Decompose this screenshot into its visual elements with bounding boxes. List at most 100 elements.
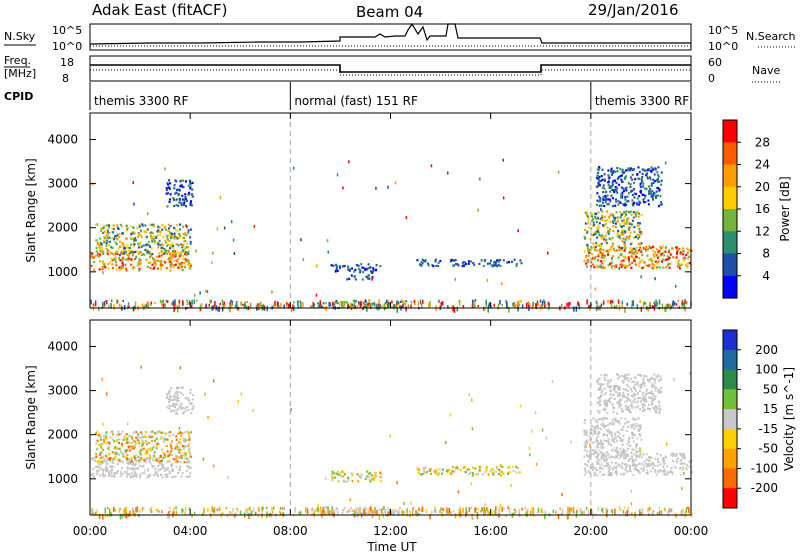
scatter-cell <box>639 424 642 427</box>
scatter-cell <box>190 302 193 309</box>
scatter-cell <box>626 200 629 203</box>
scatter-cell <box>658 251 661 254</box>
scatter-cell <box>519 404 522 408</box>
scatter-cell <box>614 204 617 207</box>
scatter-cell <box>210 299 212 303</box>
scatter-cell <box>156 472 159 475</box>
scatter-cell <box>110 471 113 474</box>
scatter-cell <box>396 481 398 485</box>
scatter-cell <box>323 506 326 509</box>
scatter-cell <box>650 470 653 473</box>
scatter-cell <box>600 456 603 459</box>
scatter-cell <box>611 220 614 223</box>
scatter-cell <box>602 442 605 445</box>
scatter-cell <box>378 514 380 520</box>
scatter-cell <box>605 424 607 428</box>
scatter-cell <box>629 377 632 380</box>
scatter-cell <box>118 453 121 456</box>
scatter-cell <box>488 511 490 516</box>
scatter-cell <box>125 226 128 229</box>
scatter-cell <box>347 476 350 479</box>
scatter-cell <box>266 513 268 518</box>
scatter-cell <box>648 304 651 309</box>
scatter-cell <box>117 457 120 461</box>
scatter-cell <box>598 431 601 434</box>
scatter-cell <box>314 509 317 512</box>
scatter-cell <box>497 260 500 263</box>
scatter-cell <box>108 236 111 239</box>
scatter-cell <box>636 304 639 310</box>
scatter-cell <box>169 509 171 513</box>
scatter-cell <box>332 264 335 267</box>
scatter-cell <box>206 290 209 294</box>
scatter-cell <box>349 498 352 502</box>
scatter-cell <box>688 465 691 468</box>
scatter-cell <box>596 381 599 384</box>
scatter-cell <box>374 476 376 480</box>
scatter-cell <box>627 389 630 392</box>
scatter-cell <box>157 267 159 270</box>
scatter-cell <box>105 299 107 303</box>
scatter-cell <box>620 186 623 189</box>
scatter-cell <box>639 186 642 189</box>
scatter-cell <box>420 508 423 513</box>
scatter-cell <box>119 268 122 272</box>
scatter-cell <box>339 301 342 304</box>
scatter-cell <box>604 234 607 237</box>
scatter-cell <box>138 514 140 518</box>
scatter-cell <box>234 513 236 518</box>
scatter-cell <box>192 405 195 408</box>
scatter-cell <box>165 251 167 254</box>
scatter-cell <box>437 261 440 264</box>
scatter-cell <box>620 417 623 420</box>
scatter-cell <box>644 248 647 251</box>
scatter-cell <box>368 478 371 481</box>
scatter-cell <box>640 231 642 234</box>
scatter-cell <box>237 400 239 404</box>
scatter-cell <box>456 467 459 470</box>
scatter-cell <box>601 178 604 181</box>
scatter-cell <box>141 303 144 307</box>
scatter-cell <box>534 411 537 415</box>
scatter-cell <box>665 304 668 310</box>
scatter-cell <box>644 194 647 197</box>
scatter-cell <box>615 473 618 476</box>
scatter-cell <box>630 223 633 226</box>
scatter-cell <box>168 459 171 462</box>
scatter-cell <box>643 404 646 407</box>
scatter-cell <box>597 388 600 391</box>
scatter-cell <box>179 198 182 201</box>
scatter-cell <box>636 250 639 254</box>
scatter-cell <box>459 469 462 472</box>
scatter-cell <box>648 456 651 459</box>
scatter-cell <box>609 422 612 425</box>
scatter-cell <box>616 384 619 387</box>
scatter-cell <box>162 451 165 454</box>
scatter-cell <box>596 425 599 428</box>
scatter-cell <box>662 462 665 465</box>
scatter-cell <box>106 462 109 466</box>
scatter-cell <box>599 217 602 220</box>
scatter-cell <box>621 443 624 446</box>
scatter-cell <box>186 405 189 408</box>
scatter-cell <box>484 509 486 515</box>
scatter-cell <box>672 256 675 259</box>
colorbar-label: Power [dB] <box>778 176 792 241</box>
scatter-cell <box>138 268 141 271</box>
scatter-cell <box>333 303 336 306</box>
scatter-cell <box>611 183 614 187</box>
scatter-cell <box>239 510 242 515</box>
scatter-cell <box>113 475 116 478</box>
scatter-cell <box>103 459 106 462</box>
scatter-cell <box>418 507 420 512</box>
colorbar-tick-label: 50 <box>763 382 778 396</box>
scatter-cell <box>140 454 143 457</box>
scatter-cell <box>454 466 457 470</box>
scatter-cell <box>682 253 685 256</box>
scatter-cell <box>181 268 184 272</box>
scatter-cell <box>185 409 188 412</box>
scatter-cell <box>676 261 679 264</box>
scatter-cell <box>676 246 679 249</box>
scatter-cell <box>623 376 626 379</box>
scatter-cell <box>671 473 674 476</box>
